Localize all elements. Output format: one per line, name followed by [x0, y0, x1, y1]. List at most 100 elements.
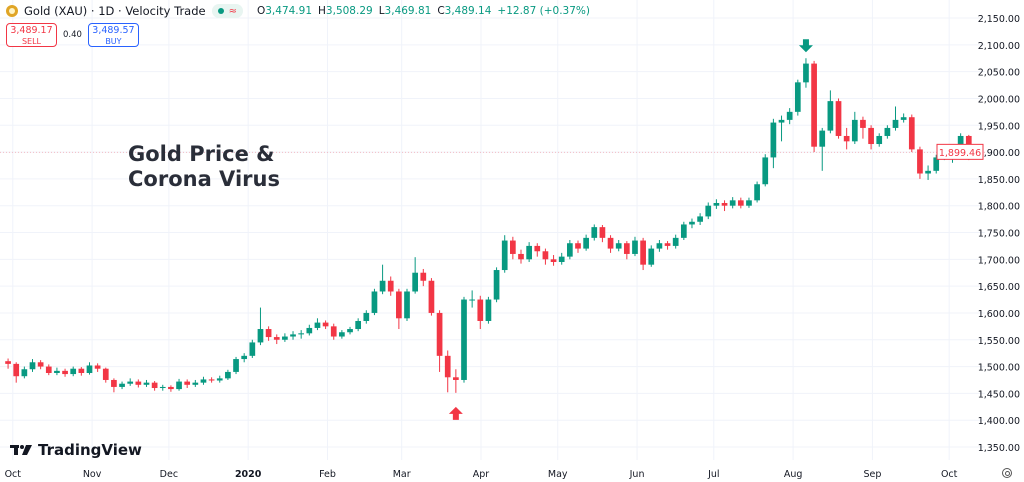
candle-body	[558, 256, 565, 262]
candle-body	[550, 259, 557, 262]
candle-body	[412, 272, 419, 292]
candle-body	[192, 382, 199, 385]
candle-body	[168, 386, 174, 390]
candle-body	[111, 379, 117, 387]
candle-body	[591, 227, 598, 238]
candle-body	[241, 355, 248, 360]
annotation-line-1: Gold Price &	[128, 142, 275, 166]
symbol-title[interactable]: Gold (XAU) · 1D · Velocity Trade	[24, 4, 206, 18]
candle-body	[371, 291, 378, 313]
market-open-icon	[217, 8, 224, 14]
candle-body	[615, 243, 622, 249]
candle-body	[835, 101, 842, 136]
candle-body	[428, 280, 435, 313]
candle-body	[827, 101, 834, 131]
candle-body	[200, 379, 207, 383]
candle-body	[355, 320, 362, 330]
candle-body	[770, 122, 777, 158]
y-tick-label: 1,650.00	[978, 282, 1020, 293]
candle-body	[135, 381, 142, 385]
candle-body	[925, 170, 931, 174]
change-value: +12.87 (+0.37%)	[497, 5, 590, 17]
buy-price: 3,489.57	[92, 25, 135, 36]
candle-body	[420, 272, 427, 281]
candle-body	[713, 203, 720, 206]
sell-button[interactable]: 3,489.17 SELL	[6, 23, 57, 47]
x-tick-label: Oct	[941, 469, 958, 480]
candle-body	[705, 205, 712, 217]
x-tick-label: Sep	[863, 469, 881, 480]
y-tick-label: 1,800.00	[978, 202, 1020, 213]
x-tick-label: Apr	[473, 469, 490, 480]
candle-body	[330, 326, 337, 337]
candle-body	[273, 337, 280, 340]
candle-body	[786, 111, 793, 120]
y-tick-label: 1,500.00	[978, 363, 1020, 374]
tradingview-logo-icon	[10, 445, 32, 455]
candle-body	[62, 370, 68, 375]
y-tick-label: 1,900.00	[978, 148, 1020, 159]
chart-annotation-text: Gold Price & Corona Virus	[128, 142, 280, 192]
candle-body	[526, 245, 532, 260]
candle-body	[689, 221, 695, 225]
last-price-badge	[936, 143, 984, 160]
y-tick-label: 1,600.00	[978, 309, 1020, 320]
candle-body	[933, 157, 940, 171]
x-tick-label: 2020	[235, 469, 262, 480]
candle-body	[102, 368, 109, 380]
candle-body	[322, 322, 329, 327]
open-label: O	[256, 5, 266, 17]
status-pill[interactable]: ≈	[211, 4, 243, 18]
candle-body	[347, 329, 353, 333]
x-tick-label: Aug	[784, 469, 803, 480]
y-tick-label: 2,050.00	[978, 68, 1020, 79]
candle-body	[892, 119, 899, 128]
candle-body	[697, 216, 703, 222]
candle-body	[70, 368, 77, 375]
candle-body	[404, 291, 410, 319]
candle-body	[493, 270, 500, 300]
candle-body	[94, 365, 101, 369]
tradingview-logo[interactable]: TradingView	[10, 441, 142, 459]
candle-body	[396, 291, 402, 319]
x-tick-label: Dec	[160, 469, 178, 480]
candle-body	[37, 362, 44, 367]
spread-value: 0.40	[63, 30, 82, 40]
candle-body	[583, 237, 589, 249]
candle-body	[501, 240, 508, 271]
candle-body	[566, 243, 573, 257]
candle-body	[216, 378, 223, 381]
buy-button[interactable]: 3,489.57 BUY	[87, 23, 139, 47]
candle-body	[306, 327, 313, 334]
y-tick-label: 1,950.00	[978, 121, 1020, 132]
trade-panel: 3,489.17 SELL 0.40 3,489.57 BUY	[6, 23, 139, 47]
candle-body	[208, 379, 215, 381]
candle-body	[534, 245, 541, 252]
tradingview-wordmark: TradingView	[38, 441, 142, 459]
y-tick-label: 2,100.00	[978, 41, 1020, 52]
candle-body	[819, 130, 826, 147]
candle-body	[265, 329, 272, 338]
candle-body	[917, 149, 923, 174]
close-value: 3,489.14	[444, 5, 492, 17]
candle-body	[436, 312, 443, 356]
settings-icon[interactable]	[1002, 468, 1012, 478]
y-tick-label: 1,550.00	[978, 336, 1020, 347]
candle-body	[510, 240, 516, 254]
x-tick-label: Feb	[319, 469, 336, 480]
ohlc-values: O3,474.91 H3,508.29 L3,469.81 C3,489.14 …	[257, 5, 590, 17]
candle-body	[282, 336, 288, 340]
candle-body	[469, 299, 475, 301]
candle-body	[29, 362, 36, 370]
candle-body	[363, 312, 370, 321]
candle-body	[5, 361, 11, 364]
candle-body	[453, 377, 459, 380]
candle-body	[656, 243, 663, 249]
candle-body	[379, 280, 386, 292]
candle-body	[290, 334, 296, 337]
candle-body	[461, 299, 467, 380]
sell-price: 3,489.17	[10, 25, 53, 36]
candle-body	[387, 280, 394, 292]
candle-body	[542, 251, 549, 260]
